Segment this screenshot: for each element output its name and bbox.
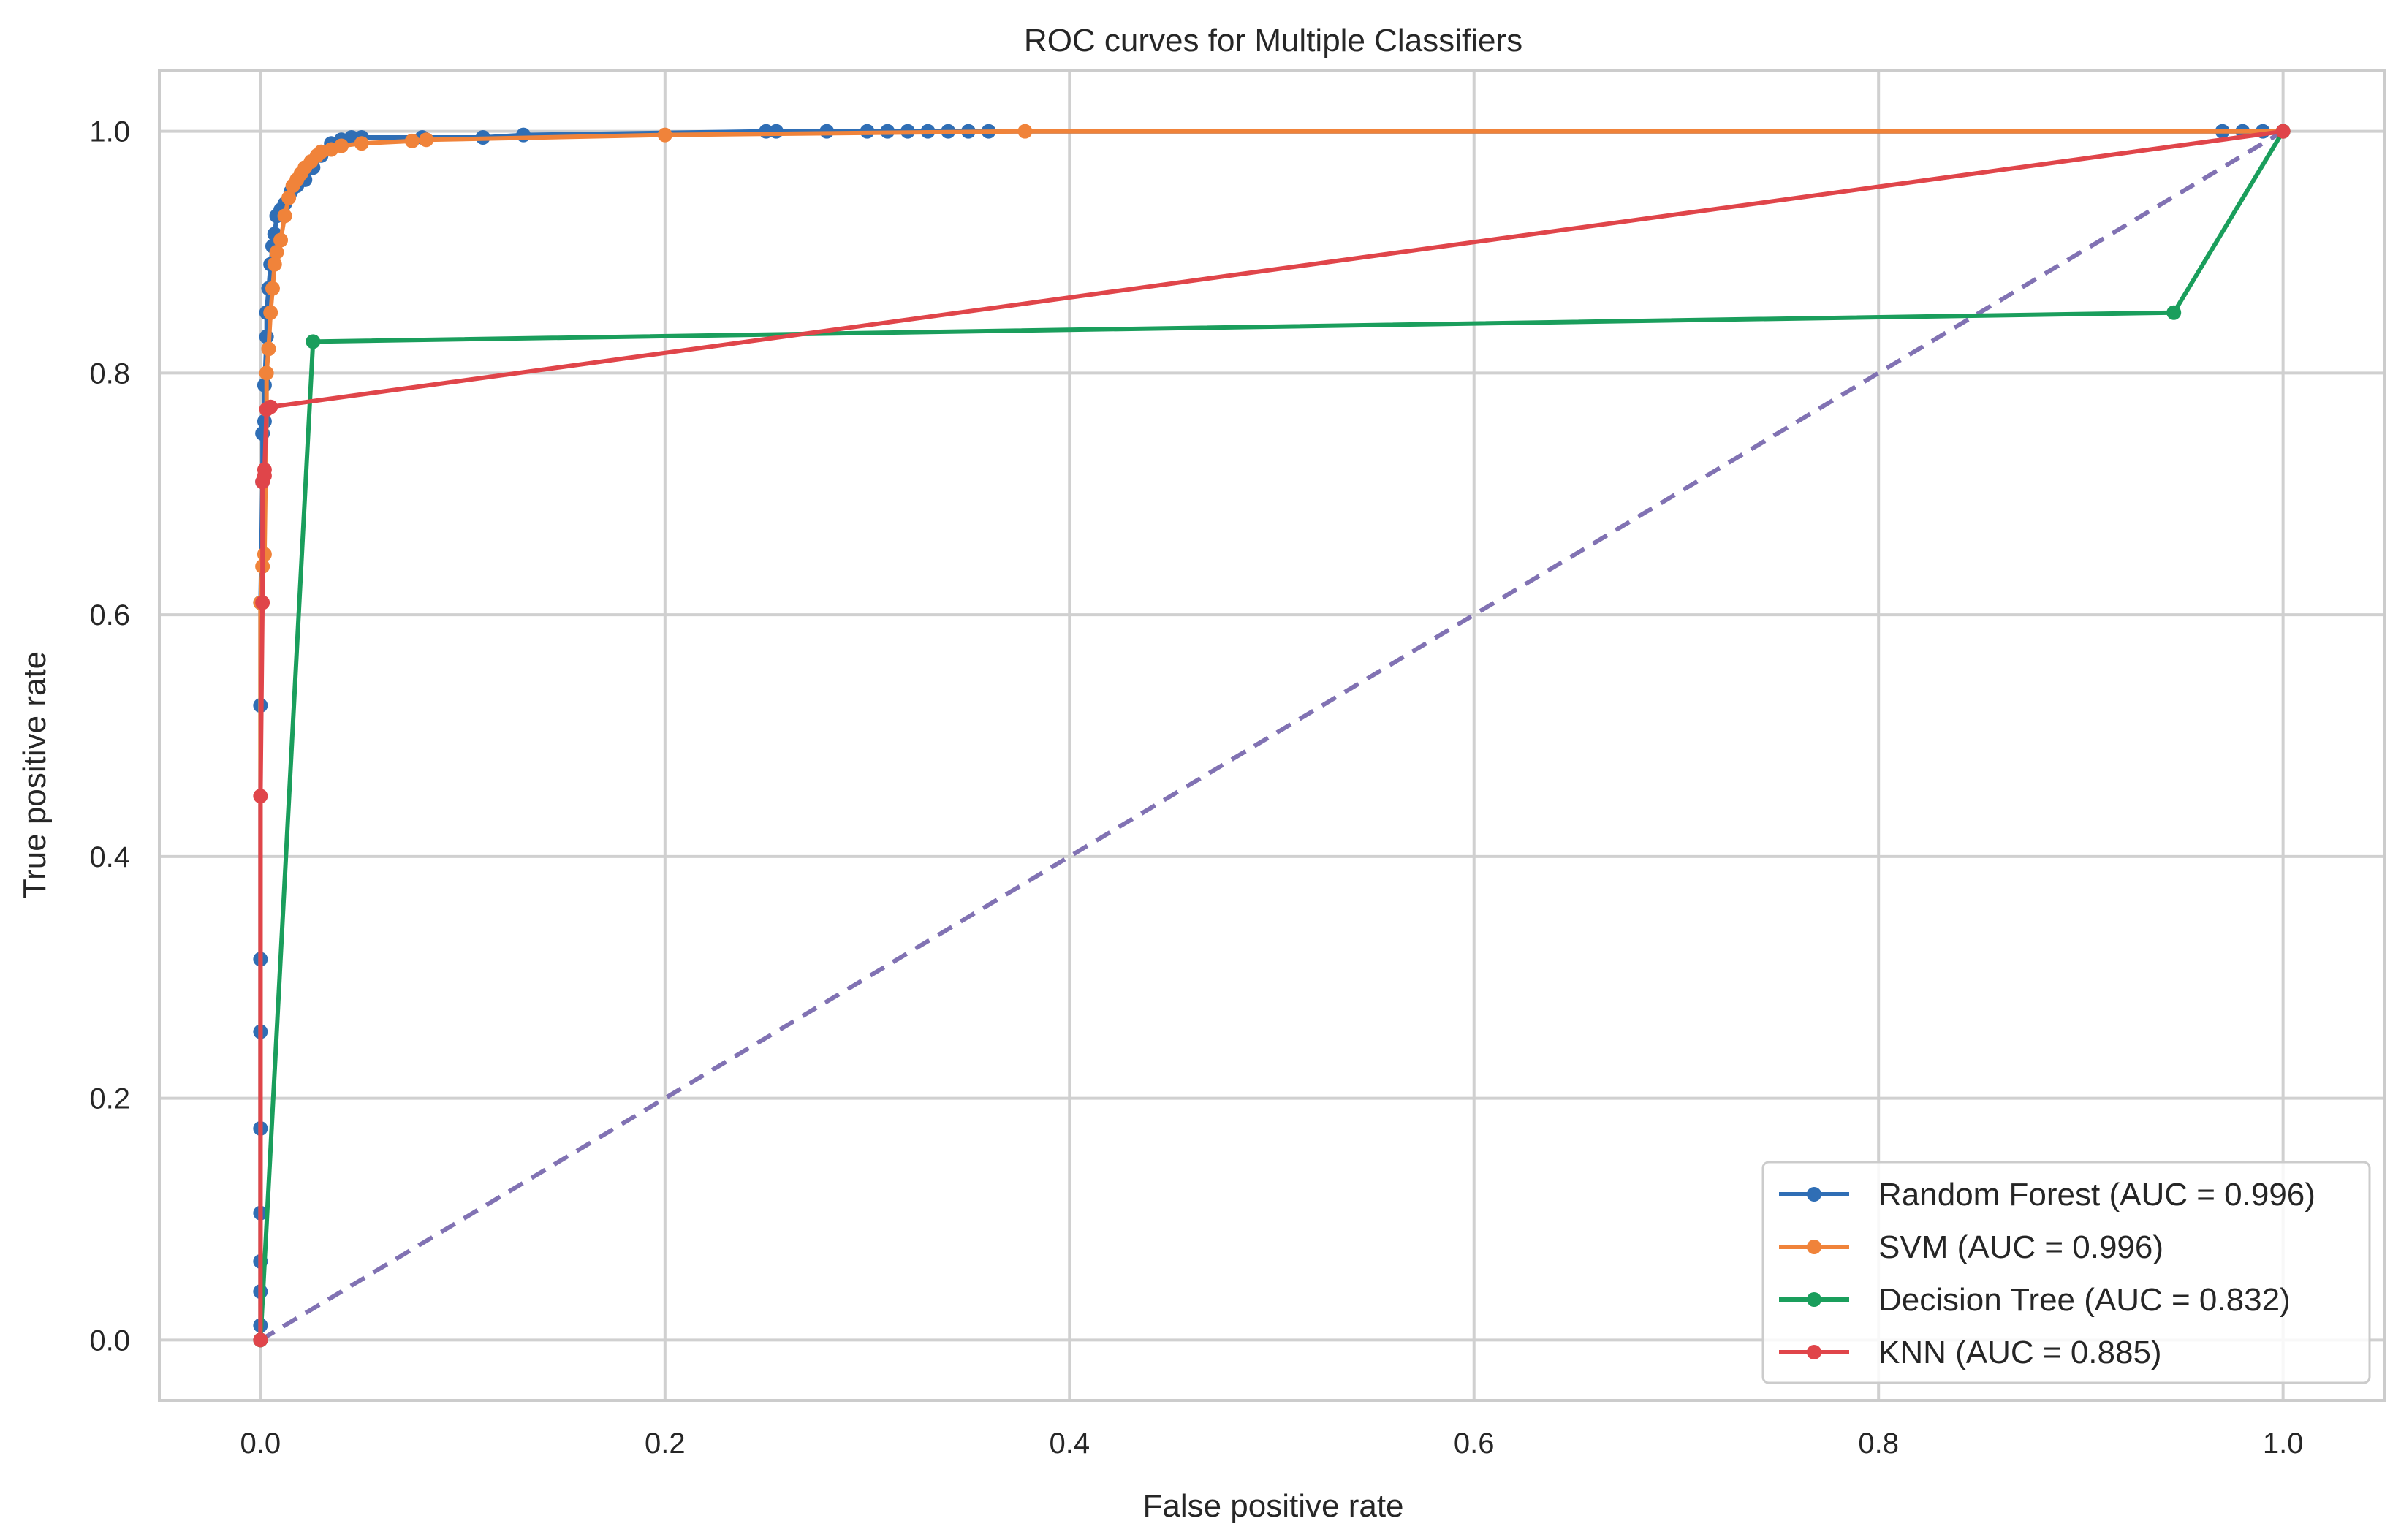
data-point — [306, 334, 321, 349]
legend-swatch-marker — [1807, 1240, 1821, 1254]
data-point — [257, 462, 272, 477]
y-tick-label: 0.2 — [89, 1083, 130, 1115]
x-tick-label: 1.0 — [2263, 1427, 2304, 1460]
data-point — [277, 208, 292, 224]
tick-labels: 0.0 0.2 0.4 0.6 0.8 1.0 0.0 0.2 0.4 0.6 0.8 1.0 — [89, 116, 2303, 1460]
series-layer — [253, 124, 2291, 1348]
legend-item: Decision Tree (AUC = 0.832) — [1779, 1282, 2291, 1318]
y-axis-label: True positive rate — [17, 651, 53, 898]
data-point — [657, 127, 672, 143]
legend-item: SVM (AUC = 0.996) — [1779, 1229, 2163, 1265]
data-point — [2166, 305, 2182, 320]
data-point — [419, 132, 434, 148]
data-point — [255, 595, 270, 610]
legend-swatch-marker — [1807, 1187, 1821, 1202]
y-tick-label: 0.6 — [89, 599, 130, 631]
y-tick-label: 0.0 — [89, 1324, 130, 1357]
legend-item: KNN (AUC = 0.885) — [1779, 1335, 2162, 1370]
data-point — [253, 1332, 268, 1348]
legend-label: SVM (AUC = 0.996) — [1878, 1229, 2163, 1265]
data-point — [269, 245, 284, 260]
data-point — [261, 341, 276, 357]
y-tick-label: 1.0 — [89, 116, 130, 148]
x-tick-label: 0.4 — [1049, 1427, 1090, 1460]
legend-swatch-marker — [1807, 1292, 1821, 1307]
plot-border — [158, 69, 2386, 1402]
data-point — [253, 789, 268, 804]
x-tick-label: 0.2 — [645, 1427, 686, 1460]
data-point — [769, 124, 784, 139]
x-tick-label: 0.6 — [1454, 1427, 1495, 1460]
y-tick-label: 0.8 — [89, 357, 130, 390]
legend-box — [1761, 1161, 2371, 1384]
data-point — [281, 190, 297, 205]
legend-swatch-marker — [1807, 1345, 1821, 1359]
y-tick-label: 0.4 — [89, 841, 130, 873]
data-point — [273, 232, 289, 248]
series-line — [258, 130, 2286, 1340]
legend-label: Random Forest (AUC = 0.996) — [1878, 1177, 2315, 1213]
plot-frame — [158, 69, 2386, 1402]
random-classifier-line — [259, 129, 2285, 1342]
legend-label: KNN (AUC = 0.885) — [1878, 1335, 2162, 1370]
x-tick-label: 0.8 — [1858, 1427, 1899, 1460]
x-axis-label: False positive rate — [1142, 1488, 1403, 1524]
legend: Random Forest (AUC = 0.996) SVM (AUC = 0.… — [1761, 1161, 2371, 1384]
data-point — [263, 305, 278, 320]
chart-title: ROC curves for Multiple Classifiers — [1024, 23, 1522, 58]
data-point — [265, 281, 280, 296]
series-group — [253, 124, 2291, 1348]
data-point — [404, 133, 420, 148]
legend-label: Decision Tree (AUC = 0.832) — [1878, 1282, 2291, 1318]
reference-line-layer — [259, 129, 2285, 1342]
x-tick-label: 0.0 — [240, 1427, 281, 1460]
data-point — [2275, 124, 2291, 139]
data-point — [267, 257, 282, 272]
data-point — [354, 136, 369, 151]
data-point — [259, 365, 274, 381]
data-point — [263, 399, 278, 414]
legend-item: Random Forest (AUC = 0.996) — [1779, 1177, 2315, 1213]
data-point — [1017, 124, 1033, 139]
data-point — [334, 138, 349, 153]
